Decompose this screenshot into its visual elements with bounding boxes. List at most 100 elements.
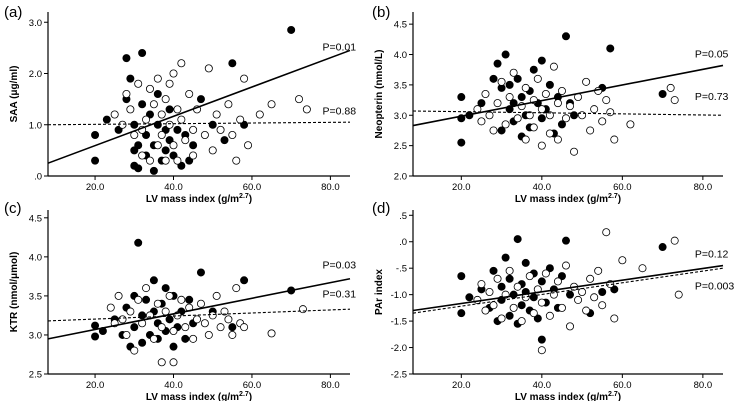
- data-point-filled: [142, 295, 151, 304]
- data-point-open: [189, 151, 198, 160]
- data-point-open: [626, 120, 635, 129]
- data-point-open: [493, 274, 502, 283]
- x-axis-title-close: ): [618, 194, 621, 205]
- x-axis-title-sup: 2.7: [608, 193, 618, 200]
- data-point-open: [157, 130, 166, 139]
- data-point-open: [240, 323, 249, 332]
- data-point-filled: [134, 238, 143, 247]
- data-point-open: [525, 272, 534, 281]
- data-point-open: [549, 290, 558, 299]
- y-tick-label: -2.0: [391, 343, 407, 354]
- data-point-filled: [130, 120, 139, 129]
- data-point-open: [295, 95, 304, 104]
- data-point-open: [212, 291, 221, 300]
- p-value-label: P=0.03: [323, 260, 357, 272]
- data-point-open: [533, 74, 542, 83]
- y-tick-label: 2.5: [394, 141, 407, 152]
- p-value-label: P=0.88: [323, 106, 357, 118]
- data-point-open: [181, 136, 190, 145]
- data-point-open: [570, 147, 579, 156]
- data-point-filled: [220, 136, 229, 145]
- data-point-open: [582, 77, 591, 86]
- data-point-open: [138, 151, 147, 160]
- x-tick-label: 80.0: [694, 380, 713, 391]
- data-point-open: [169, 69, 178, 78]
- data-point-filled: [606, 44, 615, 53]
- data-point-filled: [196, 268, 205, 277]
- data-point-filled: [287, 25, 296, 34]
- data-point-open: [549, 62, 558, 71]
- data-point-filled: [477, 99, 486, 108]
- y-tick-label: -1.0: [391, 290, 407, 301]
- data-point-open: [509, 303, 518, 312]
- data-point-open: [220, 307, 229, 316]
- regression-line-dashed: [412, 110, 724, 116]
- x-tick-label: 20.0: [86, 380, 105, 391]
- data-point-filled: [505, 80, 514, 89]
- data-point-filled: [134, 164, 143, 173]
- data-point-filled: [598, 287, 607, 296]
- data-point-filled: [138, 311, 147, 320]
- data-point-open: [216, 125, 225, 134]
- data-point-filled: [557, 272, 566, 281]
- y-axis-title: KTR (nmol/μmol): [9, 252, 20, 333]
- data-point-filled: [658, 243, 667, 252]
- x-axis-title: LV mass index (g/m2.7): [146, 391, 252, 401]
- data-point-open: [122, 90, 131, 99]
- data-point-open: [177, 59, 186, 68]
- data-point-filled: [493, 59, 502, 68]
- data-point-filled: [228, 323, 237, 332]
- x-tick-label: 80.0: [694, 182, 713, 193]
- data-point-filled: [91, 321, 100, 330]
- data-point-filled: [513, 74, 522, 83]
- data-point-open: [598, 301, 607, 310]
- data-point-open: [598, 117, 607, 126]
- y-tick-label: 4.0: [29, 252, 42, 263]
- data-point-open: [145, 84, 154, 93]
- x-tick-label: 40.0: [164, 380, 183, 391]
- data-point-filled: [457, 272, 466, 281]
- data-point-open: [212, 110, 221, 119]
- data-point-open: [165, 79, 174, 88]
- data-point-open: [228, 330, 237, 339]
- data-point-open: [545, 311, 554, 320]
- data-point-open: [173, 156, 182, 165]
- x-tick-label: 60.0: [613, 380, 632, 391]
- data-point-open: [161, 307, 170, 316]
- y-axis-title: PAr index: [374, 269, 385, 315]
- data-point-filled: [501, 50, 510, 59]
- data-point-open: [161, 156, 170, 165]
- data-point-open: [473, 295, 482, 304]
- data-point-open: [204, 64, 213, 73]
- data-point-open: [153, 141, 162, 150]
- regression-line-dashed: [412, 267, 724, 314]
- data-point-filled: [165, 315, 174, 324]
- data-point-filled: [240, 276, 249, 285]
- x-axis-title-close: ): [249, 194, 252, 205]
- data-point-open: [481, 306, 490, 315]
- data-point-filled: [537, 114, 546, 123]
- data-point-open: [513, 114, 522, 123]
- data-point-open: [267, 329, 276, 338]
- data-point-filled: [122, 54, 131, 63]
- data-point-open: [142, 284, 151, 293]
- regression-line-solid: [47, 49, 351, 164]
- data-point-open: [582, 306, 591, 315]
- data-point-filled: [521, 258, 530, 267]
- data-point-open: [134, 79, 143, 88]
- panel-b: (b) 2.0 2.5 3.0 3.5 4.0 4.5 20.0 40.0 60.0 80.0 LV …: [372, 4, 729, 205]
- data-point-open: [204, 330, 213, 339]
- data-point-filled: [505, 311, 514, 320]
- data-point-open: [602, 96, 611, 105]
- data-point-open: [537, 105, 546, 114]
- data-point-open: [130, 346, 139, 355]
- panel-d: (d) -2.5 -2.0 -1.5 -1.0 -.5 .0 .5 20.0 40.0 60.0 80…: [372, 200, 734, 401]
- y-tick-label: 2.5: [29, 370, 42, 381]
- data-point-open: [553, 135, 562, 144]
- y-tick-label: .5: [399, 211, 407, 222]
- data-point-filled: [533, 314, 542, 323]
- data-point-open: [200, 130, 209, 139]
- y-tick-label: 3.0: [394, 111, 407, 122]
- x-axis-title: LV mass index (g/m2.7): [146, 193, 252, 205]
- data-point-open: [208, 311, 217, 320]
